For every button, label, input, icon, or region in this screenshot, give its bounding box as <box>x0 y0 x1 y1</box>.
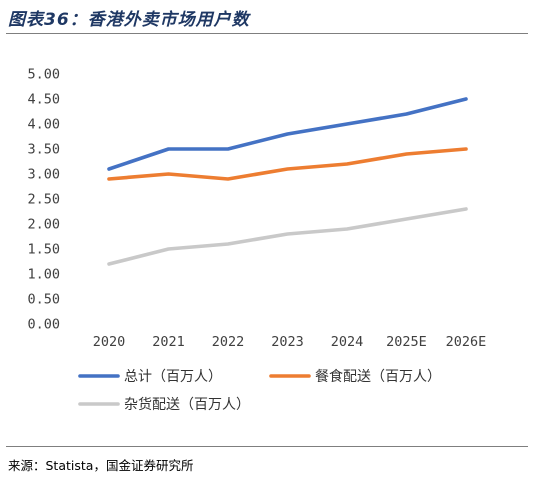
legend-label: 总计（百万人） <box>124 369 222 385</box>
line-chart: 0.00 0.50 1.00 1.50 2.00 2.50 3.00 3.50 4.00 4.50… <box>27 67 487 414</box>
legend: 总计（百万人） 餐食配送（百万人） 杂货配送（百万人） <box>78 368 441 413</box>
x-tick-label: 2020 <box>93 334 126 350</box>
x-tick-label: 2021 <box>152 334 185 350</box>
x-tick-label: 2022 <box>212 334 245 350</box>
y-tick-label: 0.50 <box>27 292 60 308</box>
series-line-3 <box>107 207 468 266</box>
series-line-1 <box>107 97 468 171</box>
y-tick-label: 1.50 <box>27 242 60 258</box>
y-tick-label: 4.00 <box>27 117 60 133</box>
bottom-divider <box>6 446 528 447</box>
x-axis: 2020 2021 2022 2023 2024 2025E 2026E <box>93 334 487 350</box>
x-tick-label: 2023 <box>271 334 304 350</box>
y-tick-label: 2.00 <box>27 217 60 233</box>
x-tick-label: 2026E <box>446 334 487 350</box>
y-tick-label: 3.00 <box>27 167 60 183</box>
top-divider <box>6 33 528 34</box>
x-tick-label: 2024 <box>331 334 364 350</box>
x-tick-label: 2025E <box>386 334 427 350</box>
y-tick-label: 0.00 <box>27 317 60 333</box>
y-tick-label: 3.50 <box>27 142 60 158</box>
y-tick-label: 4.50 <box>27 92 60 108</box>
legend-label: 杂货配送（百万人） <box>124 396 250 413</box>
y-tick-label: 5.00 <box>27 67 60 83</box>
y-tick-label: 1.00 <box>27 267 60 283</box>
source-note: 来源：Statista，国金证券研究所 <box>8 458 194 473</box>
y-tick-label: 2.50 <box>27 192 60 208</box>
legend-label: 餐食配送（百万人） <box>315 368 441 385</box>
y-axis: 0.00 0.50 1.00 1.50 2.00 2.50 3.00 3.50 4.00 4.50… <box>27 67 60 333</box>
series-lines <box>107 97 468 266</box>
series-line-2 <box>107 147 468 181</box>
chart-title: 图表36：香港外卖市场用户数 <box>8 10 250 30</box>
